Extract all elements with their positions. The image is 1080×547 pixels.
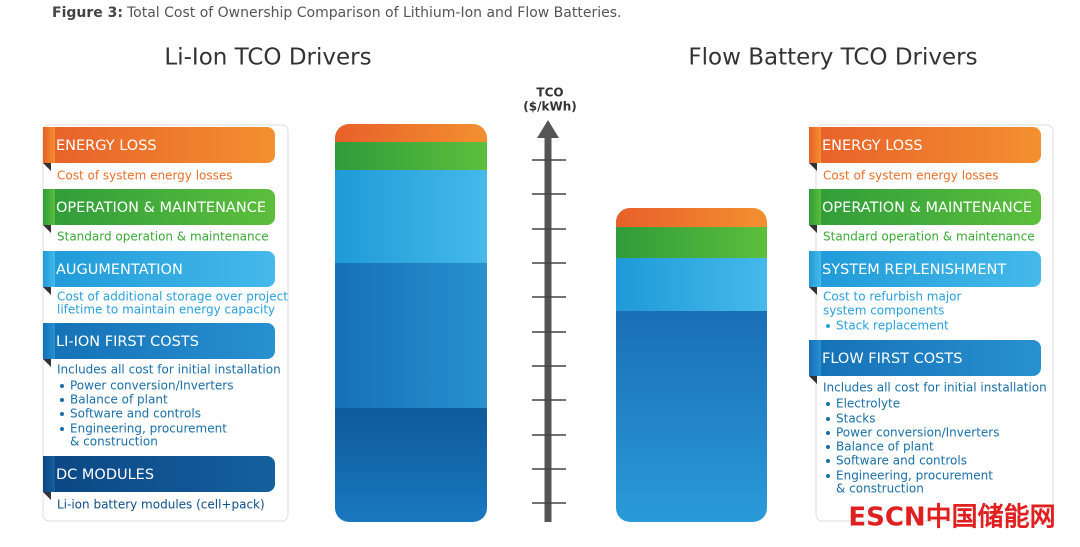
section-heading: LI-ION FIRST COSTS xyxy=(56,334,199,350)
section-description: Standard operation & maintenance xyxy=(823,230,1035,244)
section-heading: ENERGY LOSS xyxy=(822,138,923,154)
section-heading-bg xyxy=(809,251,821,287)
section-heading-bg xyxy=(43,456,275,492)
caption-label: Figure 3: xyxy=(52,5,123,21)
fold xyxy=(43,287,51,295)
flow-bar xyxy=(616,208,767,522)
bullet-text: Stack replacement xyxy=(836,319,949,333)
bullet-text: Balance of plant xyxy=(836,440,934,454)
bar-segment xyxy=(335,124,487,142)
bullet-text: Electrolyte xyxy=(836,397,900,411)
bar-segment xyxy=(335,142,487,170)
section-heading: SYSTEM REPLENISHMENT xyxy=(822,262,1006,278)
caption-text: Total Cost of Ownership Comparison of Li… xyxy=(126,5,621,21)
bullet-text: Stacks xyxy=(836,412,875,426)
bullet-dot xyxy=(826,417,830,421)
bar-segment xyxy=(616,258,767,311)
section-description: lifetime to maintain energy capacity xyxy=(57,303,275,317)
bullet-text: Balance of plant xyxy=(70,393,168,407)
section-heading-bg xyxy=(43,456,55,492)
bullet-dot xyxy=(60,384,64,388)
fold xyxy=(809,163,817,171)
bullet-dot xyxy=(60,412,64,416)
section-heading-bg xyxy=(43,127,55,163)
bullet-dot xyxy=(826,459,830,463)
bullet-dot xyxy=(60,427,64,431)
section-heading-bg xyxy=(809,340,1041,376)
bar-segment xyxy=(335,170,487,263)
section-heading: OPERATION & MAINTENANCE xyxy=(822,200,1032,216)
bullet-text: & construction xyxy=(70,435,158,449)
bullet-text: Power conversion/Inverters xyxy=(836,426,999,440)
section-description: Includes all cost for initial installati… xyxy=(823,381,1047,395)
section-heading: AUGUMENTATION xyxy=(56,262,183,278)
section-heading-bg xyxy=(43,323,275,359)
section-description: Standard operation & maintenance xyxy=(57,230,269,244)
bar-segment xyxy=(616,227,767,258)
section-description: Cost of system energy losses xyxy=(823,169,999,183)
tco-axis: TCO ($/kWh) xyxy=(523,86,577,522)
fold xyxy=(43,359,51,367)
section-heading-bg xyxy=(43,127,275,163)
bar-segment xyxy=(335,263,487,408)
bullet-dot xyxy=(826,445,830,449)
section-description: Cost of additional storage over project xyxy=(57,290,288,304)
axis-title: TCO xyxy=(536,86,563,100)
li-ion-bar xyxy=(335,124,487,522)
bullet-text: Software and controls xyxy=(70,407,201,421)
bullet-text: Power conversion/Inverters xyxy=(70,379,233,393)
bullet-dot xyxy=(826,474,830,478)
bullet-dot xyxy=(826,431,830,435)
section-heading: DC MODULES xyxy=(56,467,154,483)
bullet-dot xyxy=(60,398,64,402)
right-title: Flow Battery TCO Drivers xyxy=(688,45,977,71)
bar-segment xyxy=(616,208,767,227)
fold xyxy=(809,287,817,295)
section-heading-bg xyxy=(43,251,55,287)
watermark: ESCN中国储能网 xyxy=(848,502,1055,533)
fold xyxy=(43,163,51,171)
section-heading-bg xyxy=(809,189,1041,225)
section-heading: ENERGY LOSS xyxy=(56,138,157,154)
section-description: Cost of system energy losses xyxy=(57,169,233,183)
bar-segment xyxy=(335,408,487,522)
bar-segment xyxy=(616,311,767,522)
section-description: Includes all cost for initial installati… xyxy=(57,363,281,377)
bullet-text: & construction xyxy=(836,482,924,496)
bullet-dot xyxy=(826,324,830,328)
section-heading-bg xyxy=(809,189,821,225)
axis-title: ($/kWh) xyxy=(523,100,576,114)
axis-arrow xyxy=(537,120,559,138)
left-title: Li-Ion TCO Drivers xyxy=(164,45,371,71)
bullet-text: Software and controls xyxy=(836,454,967,468)
section-heading: FLOW FIRST COSTS xyxy=(822,351,962,367)
fold xyxy=(43,492,51,500)
section-heading-bg xyxy=(809,127,1041,163)
bullet-dot xyxy=(826,402,830,406)
section-description: Cost to refurbish major xyxy=(823,290,962,304)
section-heading-bg xyxy=(809,340,821,376)
section-heading-bg xyxy=(43,189,55,225)
section-heading-bg xyxy=(809,127,821,163)
fold xyxy=(809,376,817,384)
fold xyxy=(809,225,817,233)
section-heading: OPERATION & MAINTENANCE xyxy=(56,200,266,216)
section-heading-bg xyxy=(43,323,55,359)
section-heading-bg xyxy=(43,189,275,225)
bullet-text: Engineering, procurement xyxy=(836,469,993,483)
fold xyxy=(43,225,51,233)
section-description: system components xyxy=(823,304,944,318)
bullet-text: Engineering, procurement xyxy=(70,422,227,436)
section-heading-bg xyxy=(43,251,275,287)
caption: Figure 3: Total Cost of Ownership Compari… xyxy=(52,5,621,21)
section-heading-bg xyxy=(809,251,1041,287)
section-description: Li-ion battery modules (cell+pack) xyxy=(57,498,265,512)
